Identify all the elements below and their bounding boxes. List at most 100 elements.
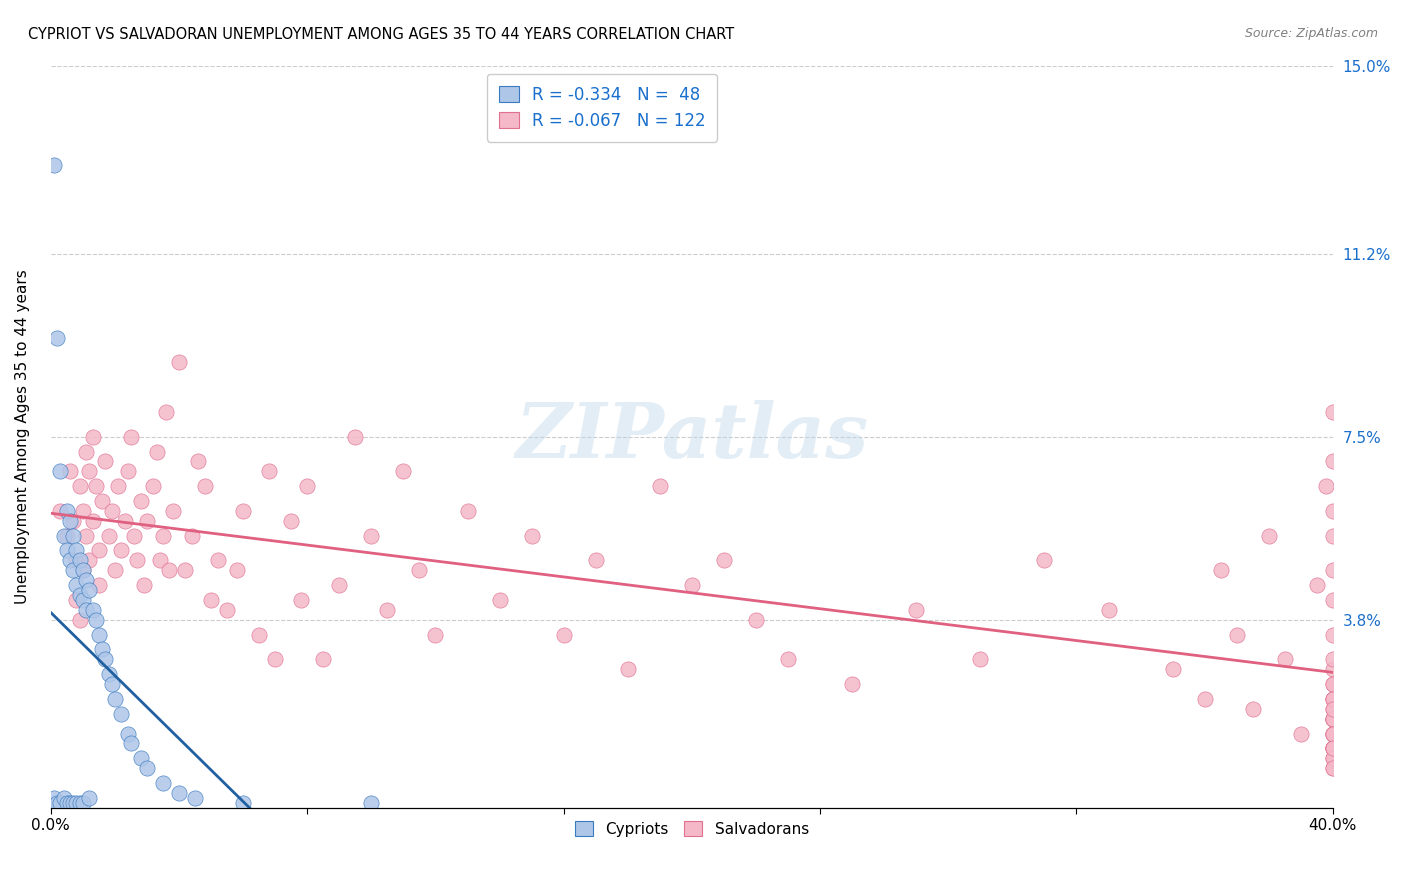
Point xyxy=(905,603,928,617)
Point xyxy=(149,553,172,567)
Point xyxy=(297,479,319,493)
Point xyxy=(1257,528,1279,542)
Point xyxy=(84,613,107,627)
Point xyxy=(49,796,72,810)
Point xyxy=(1322,741,1344,756)
Point xyxy=(56,543,79,558)
Point xyxy=(187,454,209,468)
Point xyxy=(1306,578,1329,592)
Point xyxy=(65,578,87,592)
Point xyxy=(82,603,104,617)
Point xyxy=(1322,692,1344,706)
Point xyxy=(84,479,107,493)
Point xyxy=(120,430,142,444)
Point xyxy=(62,796,84,810)
Point xyxy=(117,464,139,478)
Point xyxy=(1322,712,1344,726)
Point xyxy=(745,613,768,627)
Point xyxy=(72,593,94,607)
Point xyxy=(56,504,79,518)
Point xyxy=(114,514,136,528)
Point xyxy=(69,796,91,810)
Point xyxy=(1161,662,1184,676)
Point xyxy=(94,454,117,468)
Point xyxy=(280,514,302,528)
Point xyxy=(1209,563,1232,577)
Point xyxy=(1322,528,1344,542)
Point xyxy=(1322,761,1344,775)
Point xyxy=(1322,726,1344,740)
Point xyxy=(425,627,447,641)
Point xyxy=(1322,454,1344,468)
Point xyxy=(1194,692,1216,706)
Point xyxy=(129,751,152,765)
Point xyxy=(136,761,159,775)
Point xyxy=(1322,563,1344,577)
Point xyxy=(87,627,110,641)
Point xyxy=(681,578,703,592)
Point xyxy=(59,796,82,810)
Point xyxy=(328,578,350,592)
Point xyxy=(152,528,174,542)
Point xyxy=(841,677,863,691)
Point xyxy=(180,528,202,542)
Point xyxy=(97,528,120,542)
Point xyxy=(62,514,84,528)
Point xyxy=(72,504,94,518)
Point xyxy=(290,593,312,607)
Point xyxy=(97,667,120,681)
Text: ZIPatlas: ZIPatlas xyxy=(516,400,869,474)
Point xyxy=(1322,726,1344,740)
Point xyxy=(167,786,190,800)
Point xyxy=(616,662,638,676)
Point xyxy=(1033,553,1056,567)
Point xyxy=(1322,726,1344,740)
Point xyxy=(132,578,155,592)
Point xyxy=(1226,627,1249,641)
Point xyxy=(360,796,382,810)
Point xyxy=(59,514,82,528)
Point xyxy=(217,603,239,617)
Point xyxy=(1322,712,1344,726)
Point xyxy=(1322,761,1344,775)
Point xyxy=(585,553,607,567)
Point xyxy=(152,776,174,790)
Point xyxy=(122,528,145,542)
Point xyxy=(52,790,75,805)
Point xyxy=(207,553,229,567)
Point xyxy=(117,726,139,740)
Point xyxy=(1274,652,1296,666)
Point xyxy=(75,444,97,458)
Point xyxy=(49,504,72,518)
Point xyxy=(104,692,127,706)
Point xyxy=(100,504,122,518)
Point xyxy=(232,504,254,518)
Point xyxy=(155,405,177,419)
Point xyxy=(65,593,87,607)
Point xyxy=(1322,677,1344,691)
Point xyxy=(1322,726,1344,740)
Point xyxy=(1322,741,1344,756)
Point xyxy=(1322,751,1344,765)
Point xyxy=(1322,677,1344,691)
Point xyxy=(110,706,132,721)
Point xyxy=(1322,702,1344,716)
Point xyxy=(1241,702,1264,716)
Point xyxy=(1322,741,1344,756)
Point xyxy=(200,593,222,607)
Point xyxy=(69,479,91,493)
Point xyxy=(174,563,197,577)
Point xyxy=(87,543,110,558)
Point xyxy=(377,603,399,617)
Point xyxy=(69,588,91,602)
Point xyxy=(312,652,335,666)
Point xyxy=(75,528,97,542)
Point xyxy=(46,331,69,345)
Point xyxy=(120,736,142,750)
Point xyxy=(107,479,129,493)
Point xyxy=(56,528,79,542)
Point xyxy=(79,553,101,567)
Point xyxy=(713,553,735,567)
Point xyxy=(488,593,510,607)
Point xyxy=(42,157,65,171)
